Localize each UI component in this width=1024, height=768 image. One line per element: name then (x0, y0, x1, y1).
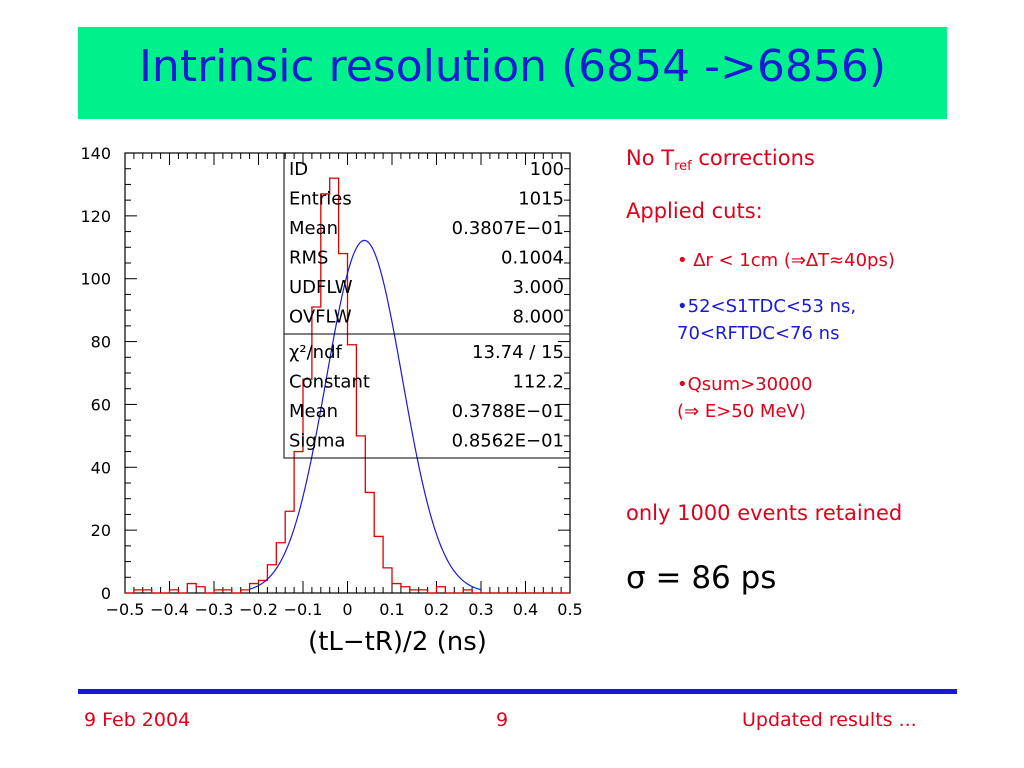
applied-cuts-label: Applied cuts: (626, 199, 763, 223)
x-axis-label: (tL−tR)/2 (ns) (308, 627, 487, 657)
gaussian-fit (249, 239, 482, 591)
x-tick-label: 0.3 (468, 600, 493, 619)
fit-stat-label: Sigma (289, 431, 345, 452)
histogram-bin (267, 565, 276, 593)
histogram-bin (374, 536, 383, 593)
fit-stat-label: Mean (289, 401, 338, 422)
histogram-bin (285, 511, 294, 593)
histogram-bin (356, 436, 365, 593)
stats-label: UDFLW (289, 277, 353, 298)
stats-label: Entries (289, 189, 352, 210)
footer-divider (78, 689, 957, 694)
stats-label: Mean (289, 218, 338, 239)
histogram-bin (276, 543, 285, 593)
sigma-result: σ = 86 ps (626, 560, 777, 596)
footer-page-number: 9 (496, 709, 509, 731)
y-tick-label: 140 (80, 144, 111, 163)
footer-date: 9 Feb 2004 (84, 709, 191, 731)
y-tick-label: 100 (80, 270, 111, 289)
histogram-outline (125, 177, 570, 594)
footer-right-text: Updated results ... (742, 709, 917, 731)
histogram-bin (365, 492, 374, 593)
stats-label: RMS (289, 248, 328, 269)
fit-stat-value: 0.3788E−01 (452, 401, 564, 422)
stats-label: ID (289, 159, 308, 180)
fit-stat-label: Constant (289, 372, 370, 393)
stats-value: 8.000 (512, 307, 564, 328)
x-tick-label: −0.3 (195, 600, 234, 619)
chart-axes: −0.5 −0.4 −0.3 −0.2 −0.1 0 0.1 0.2 0.3 0.4 0.5 0 20 4… (80, 144, 582, 619)
stats-value: 1015 (518, 189, 564, 210)
x-tick-label: 0 (342, 600, 352, 619)
fit-curve (249, 239, 482, 591)
y-tick-label: 60 (91, 395, 111, 414)
histogram-bin (392, 584, 401, 593)
y-tick-label: 40 (91, 458, 111, 477)
fit-stat-label: χ²/ndf (289, 342, 343, 363)
stats-value: 0.1004 (501, 248, 564, 269)
x-tick-label: −0.4 (150, 600, 189, 619)
title-banner: Intrinsic resolution (6854 ->6856) (78, 27, 947, 119)
cut-bullet-qsum: •Qsum>30000 (⇒ E>50 MeV) (677, 374, 813, 422)
slide-title: Intrinsic resolution (6854 ->6856) (138, 41, 887, 92)
histogram-chart: −0.5 −0.4 −0.3 −0.2 −0.1 0 0.1 0.2 0.3 0.4 0.5 0 20 4… (80, 144, 582, 657)
y-tick-label: 120 (80, 207, 111, 226)
histogram-bin (196, 587, 205, 593)
y-tick-label: 0 (101, 584, 111, 603)
stats-box: ID 100 Entries 1015 Mean 0.3807E−01 RMS 0.1004 U… (283, 152, 571, 459)
events-retained-note: only 1000 events retained (626, 501, 903, 525)
fit-box-frame (283, 333, 571, 459)
y-tick-label: 80 (91, 333, 111, 352)
x-tick-label: 0.4 (513, 600, 538, 619)
stats-value: 0.3807E−01 (452, 218, 564, 239)
y-tick-label: 20 (91, 521, 111, 540)
histogram-bins (125, 177, 570, 594)
cut-bullet-dr: • ∆r < 1cm (⇒∆T≈40ps) (677, 250, 895, 271)
histogram-bin (401, 587, 410, 593)
x-tick-label: −0.1 (284, 600, 323, 619)
x-tick-label: 0.1 (379, 600, 404, 619)
fit-stat-value: 13.74 / 15 (472, 342, 564, 363)
cut-bullet-tdc: •52<S1TDC<53 ns, 70<RFTDC<76 ns (677, 296, 857, 344)
fit-stat-value: 112.2 (512, 372, 564, 393)
histogram-bin (187, 584, 196, 593)
histogram-bin (383, 568, 392, 593)
stats-label: OVFLW (289, 307, 352, 328)
x-tick-label: −0.2 (239, 600, 278, 619)
x-tick-label: −0.5 (106, 600, 145, 619)
no-tref-note: No Tref corrections (626, 146, 815, 175)
x-tick-label: 0.5 (557, 600, 582, 619)
fit-stat-value: 0.8562E−01 (452, 431, 564, 452)
histogram-bin (437, 587, 446, 593)
stats-value: 3.000 (512, 277, 564, 298)
x-tick-label: 0.2 (424, 600, 449, 619)
stats-value: 100 (530, 159, 564, 180)
